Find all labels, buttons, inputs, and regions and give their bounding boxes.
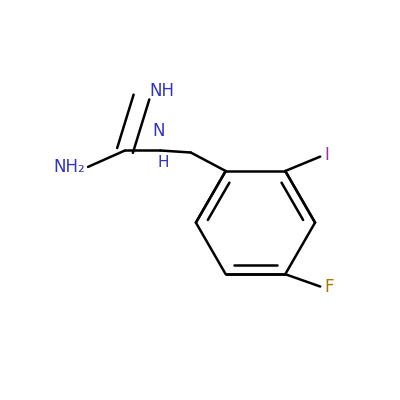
Text: NH: NH: [150, 82, 175, 100]
Text: F: F: [324, 278, 334, 296]
Text: H: H: [158, 154, 169, 170]
Text: NH₂: NH₂: [53, 158, 85, 176]
Text: I: I: [324, 146, 329, 164]
Text: N: N: [152, 122, 164, 140]
